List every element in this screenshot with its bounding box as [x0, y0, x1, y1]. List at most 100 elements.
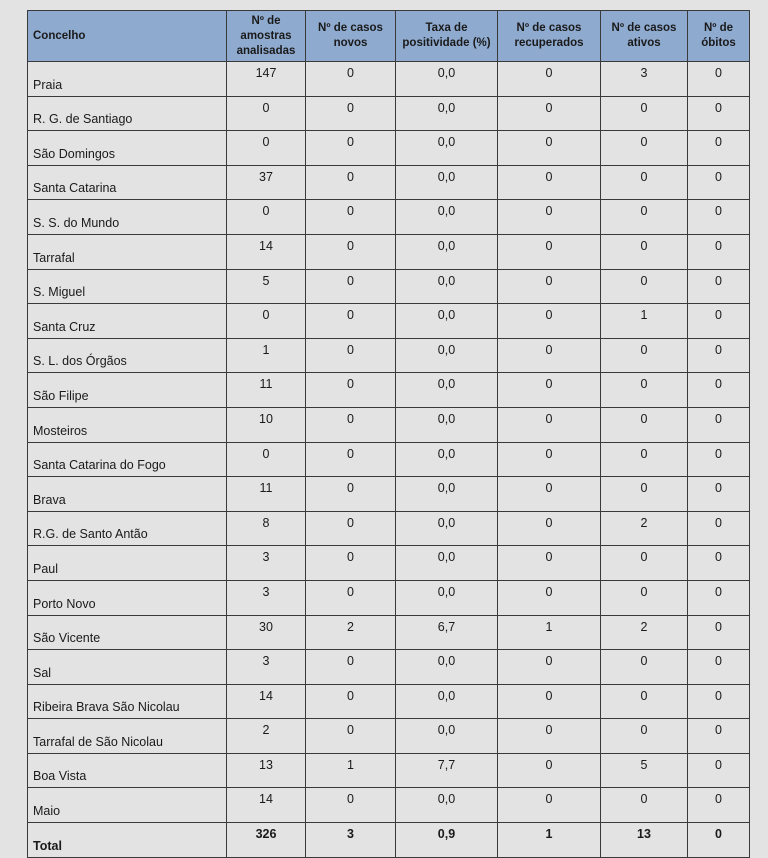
cell-concelho: Boa Vista	[27, 752, 227, 789]
covid-cases-table: Concelho Nº de amostras analisadas Nº de…	[27, 10, 750, 858]
cell-obitos: 0	[687, 268, 750, 305]
table-row: Tarrafal 14 0 0,0 0 0 0	[27, 233, 750, 270]
header-ativos: Nº de casos ativos	[600, 10, 688, 62]
cell-obitos: 0	[687, 683, 750, 720]
table-row: Maio 14 0 0,0 0 0 0	[27, 787, 750, 824]
cell-obitos: 0	[687, 718, 750, 754]
cell-taxa-positividade: 0,0	[395, 510, 498, 547]
cell-recuperados: 0	[497, 337, 601, 374]
cell-concelho: São Vicente	[27, 614, 227, 651]
cell-recuperados: 0	[497, 406, 601, 443]
table-row: S. S. do Mundo 0 0 0,0 0 0 0	[27, 199, 750, 235]
cell-amostras: 5	[226, 268, 306, 305]
cell-amostras: 11	[226, 476, 306, 512]
table-row: Boa Vista 13 1 7,7 0 5 0	[27, 752, 750, 789]
cell-taxa-positividade: 0,0	[395, 337, 498, 374]
cell-recuperados: 0	[497, 372, 601, 408]
cell-casos-novos: 0	[305, 337, 396, 374]
cell-obitos: 0	[687, 130, 750, 166]
cell-casos-novos: 0	[305, 268, 396, 305]
cell-ativos: 0	[600, 787, 688, 824]
cell-ativos: 0	[600, 579, 688, 616]
cell-ativos: 0	[600, 337, 688, 374]
cell-casos-novos: 0	[305, 545, 396, 581]
cell-concelho: São Domingos	[27, 130, 227, 166]
cell-recuperados: 0	[497, 303, 601, 339]
cell-casos-novos: 0	[305, 787, 396, 824]
cell-taxa-positividade: 0,0	[395, 649, 498, 685]
header-obitos: Nº de óbitos	[687, 10, 750, 62]
cell-taxa-positividade: 0,0	[395, 372, 498, 408]
cell-casos-novos: 2	[305, 614, 396, 651]
cell-concelho: Brava	[27, 476, 227, 512]
cell-ativos: 0	[600, 406, 688, 443]
cell-ativos: 0	[600, 372, 688, 408]
table-row: Santa Catarina do Fogo 0 0 0,0 0 0 0	[27, 441, 750, 478]
cell-concelho: R. G. de Santiago	[27, 95, 227, 132]
cell-casos-novos: 0	[305, 476, 396, 512]
table-row: Ribeira Brava São Nicolau 14 0 0,0 0 0 0	[27, 683, 750, 720]
cell-ativos: 0	[600, 545, 688, 581]
cell-ativos: 2	[600, 614, 688, 651]
cell-concelho: Santa Cruz	[27, 303, 227, 339]
table-row: R. G. de Santiago 0 0 0,0 0 0 0	[27, 95, 750, 132]
cell-taxa-positividade: 0,0	[395, 164, 498, 201]
cell-taxa-positividade: 0,0	[395, 476, 498, 512]
cell-obitos: 0	[687, 579, 750, 616]
table-row: Santa Cruz 0 0 0,0 0 1 0	[27, 303, 750, 339]
table-row: R.G. de Santo Antão 8 0 0,0 0 2 0	[27, 510, 750, 547]
cell-casos-novos: 0	[305, 649, 396, 685]
cell-casos-novos: 0	[305, 683, 396, 720]
cell-recuperados: 0	[497, 61, 601, 97]
cell-ativos: 0	[600, 683, 688, 720]
cell-casos-novos: 0	[305, 61, 396, 97]
cell-recuperados: 0	[497, 752, 601, 789]
cell-obitos: 0	[687, 822, 750, 858]
cell-concelho: Maio	[27, 787, 227, 824]
cell-concelho: S. Miguel	[27, 268, 227, 305]
header-taxa-positividade: Taxa de positividade (%)	[395, 10, 498, 62]
cell-amostras: 147	[226, 61, 306, 97]
cell-obitos: 0	[687, 372, 750, 408]
cell-taxa-positividade: 0,9	[395, 822, 498, 858]
cell-casos-novos: 0	[305, 164, 396, 201]
cell-ativos: 0	[600, 718, 688, 754]
cell-recuperados: 1	[497, 822, 601, 858]
cell-concelho: Paul	[27, 545, 227, 581]
cell-casos-novos: 0	[305, 510, 396, 547]
cell-amostras: 0	[226, 95, 306, 132]
cell-ativos: 5	[600, 752, 688, 789]
cell-taxa-positividade: 0,0	[395, 545, 498, 581]
cell-amostras: 3	[226, 545, 306, 581]
cell-obitos: 0	[687, 303, 750, 339]
cell-ativos: 0	[600, 441, 688, 478]
header-row: Concelho Nº de amostras analisadas Nº de…	[27, 10, 750, 62]
table-row: São Domingos 0 0 0,0 0 0 0	[27, 130, 750, 166]
cell-amostras: 0	[226, 441, 306, 478]
table-row: S. L. dos Órgãos 1 0 0,0 0 0 0	[27, 337, 750, 374]
cell-ativos: 3	[600, 61, 688, 97]
cell-amostras: 14	[226, 787, 306, 824]
cell-obitos: 0	[687, 441, 750, 478]
table-row: Sal 3 0 0,0 0 0 0	[27, 649, 750, 685]
cell-taxa-positividade: 0,0	[395, 718, 498, 754]
header-amostras: Nº de amostras analisadas	[226, 10, 306, 62]
table-row: Tarrafal de São Nicolau 2 0 0,0 0 0 0	[27, 718, 750, 754]
cell-concelho: Praia	[27, 61, 227, 97]
cell-amostras: 10	[226, 406, 306, 443]
cell-concelho: Tarrafal de São Nicolau	[27, 718, 227, 754]
cell-ativos: 1	[600, 303, 688, 339]
cell-obitos: 0	[687, 649, 750, 685]
cell-amostras: 3	[226, 579, 306, 616]
table-row: São Vicente 30 2 6,7 1 2 0	[27, 614, 750, 651]
table-row: Paul 3 0 0,0 0 0 0	[27, 545, 750, 581]
cell-recuperados: 0	[497, 164, 601, 201]
cell-recuperados: 0	[497, 718, 601, 754]
cell-amostras: 8	[226, 510, 306, 547]
cell-casos-novos: 0	[305, 441, 396, 478]
cell-amostras: 37	[226, 164, 306, 201]
cell-recuperados: 0	[497, 545, 601, 581]
cell-recuperados: 0	[497, 130, 601, 166]
cell-concelho: Mosteiros	[27, 406, 227, 443]
cell-recuperados: 0	[497, 579, 601, 616]
